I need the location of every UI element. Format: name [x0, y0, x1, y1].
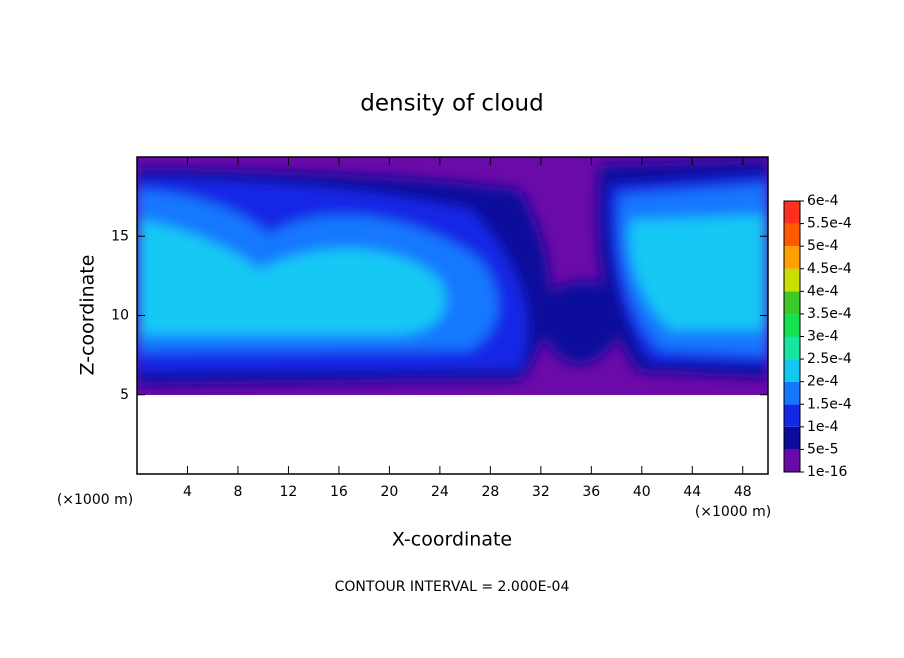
- x-tick-label: 28: [481, 484, 499, 500]
- x-axis-title: X-coordinate: [392, 529, 512, 551]
- colorbar-label: 3.5e-4: [807, 306, 852, 322]
- y-tick-label: 15: [111, 228, 129, 244]
- chart: density of cloud X-coordinate Z-coordina…: [0, 0, 904, 654]
- colorbar-label: 2e-4: [807, 374, 839, 390]
- x-tick-label: 8: [233, 484, 242, 500]
- x-tick-label: 40: [633, 484, 651, 500]
- colorbar-label: 6e-4: [807, 193, 839, 209]
- colorbar-label: 5e-4: [807, 238, 839, 254]
- colorbar-band: [784, 224, 800, 247]
- y-tick-label: 10: [111, 308, 129, 324]
- colorbar-band: [784, 427, 800, 450]
- chart-title: density of cloud: [360, 91, 543, 117]
- x-tick-label: 48: [734, 484, 752, 500]
- colorbar-label: 2.5e-4: [807, 351, 852, 367]
- x-tick-label: 44: [683, 484, 701, 500]
- colorbar-band: [784, 404, 800, 427]
- footnote: CONTOUR INTERVAL = 2.000E-04: [335, 579, 570, 595]
- colorbar-label: 1e-4: [807, 419, 839, 435]
- colorbar-band: [784, 246, 800, 269]
- colorbar-label: 3e-4: [807, 329, 839, 345]
- colorbar-label: 5.5e-4: [807, 216, 852, 232]
- x-tick-label: 4: [183, 484, 192, 500]
- colorbar-label: 1.5e-4: [807, 396, 852, 412]
- x-tick-label: 12: [280, 484, 298, 500]
- contour-field: [137, 157, 768, 395]
- y-tick-label: 5: [120, 387, 129, 403]
- colorbar-band: [784, 269, 800, 292]
- colorbar-band: [784, 337, 800, 360]
- colorbar-label: 1e-16: [807, 464, 847, 480]
- colorbar-band: [784, 314, 800, 337]
- colorbar-band: [784, 449, 800, 472]
- colorbar-band: [784, 201, 800, 224]
- x-tick-label: 16: [330, 484, 348, 500]
- y-axis-title: Z-coordinate: [77, 255, 99, 376]
- x-tick-label: 24: [431, 484, 449, 500]
- x-unit: (×1000 m): [57, 492, 133, 508]
- colorbar-band: [784, 291, 800, 314]
- colorbar-band: [784, 382, 800, 405]
- colorbar-band: [784, 359, 800, 382]
- colorbar-label: 4.5e-4: [807, 261, 852, 277]
- colorbar-label: 5e-5: [807, 441, 838, 457]
- x-unit: (×1000 m): [695, 504, 771, 520]
- colorbar-label: 4e-4: [807, 283, 839, 299]
- x-tick-label: 20: [380, 484, 398, 500]
- x-tick-label: 36: [582, 484, 600, 500]
- x-tick-label: 32: [532, 484, 550, 500]
